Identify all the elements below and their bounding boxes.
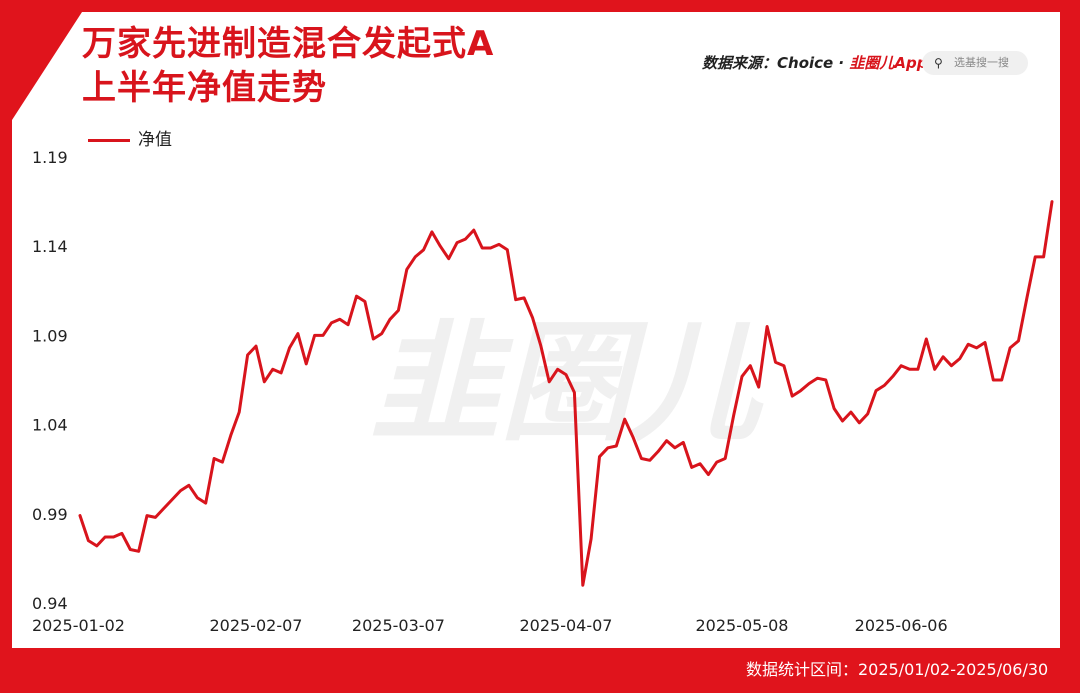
- chart-title-line2: 上半年净值走势: [82, 68, 327, 108]
- legend-swatch: [88, 139, 130, 142]
- date-range-footer: 数据统计区间：2025/01/02-2025/06/30: [746, 660, 1049, 679]
- y-tick-label: 0.94: [32, 594, 68, 613]
- watermark-logo: 韭圈儿: [370, 307, 764, 459]
- x-tick-label: 2025-04-07: [520, 616, 613, 635]
- data-source: 数据来源：Choice · 韭圈儿App: [702, 52, 927, 73]
- search-icon: ⚲: [934, 56, 943, 70]
- x-tick-label: 2025-01-02: [32, 616, 125, 635]
- x-tick-label: 2025-03-07: [352, 616, 445, 635]
- x-tick-label: 2025-02-07: [209, 616, 302, 635]
- legend-label: 净值: [138, 130, 172, 150]
- chart-title-line1: 万家先进制造混合发起式A: [82, 24, 495, 64]
- chart-title: 万家先进制造混合发起式A 上半年净值走势: [82, 22, 494, 110]
- search-box[interactable]: ⚲ 选基搜一搜: [922, 51, 1028, 75]
- source-name: Choice ·: [777, 54, 850, 72]
- y-tick-label: 0.99: [32, 505, 68, 524]
- series-line-net-value: [78, 200, 1054, 587]
- x-tick-label: 2025-05-08: [695, 616, 788, 635]
- source-prefix: 数据来源：: [702, 54, 778, 72]
- y-tick-label: 1.09: [32, 326, 68, 345]
- y-tick-label: 1.19: [32, 148, 68, 167]
- search-placeholder: 选基搜一搜: [954, 56, 1009, 69]
- y-tick-label: 1.04: [32, 416, 68, 435]
- x-tick-label: 2025-06-06: [855, 616, 948, 635]
- corner-decoration: [12, 12, 82, 120]
- source-brand-logo: 韭圈儿App: [849, 54, 928, 72]
- y-tick-label: 1.14: [32, 237, 68, 256]
